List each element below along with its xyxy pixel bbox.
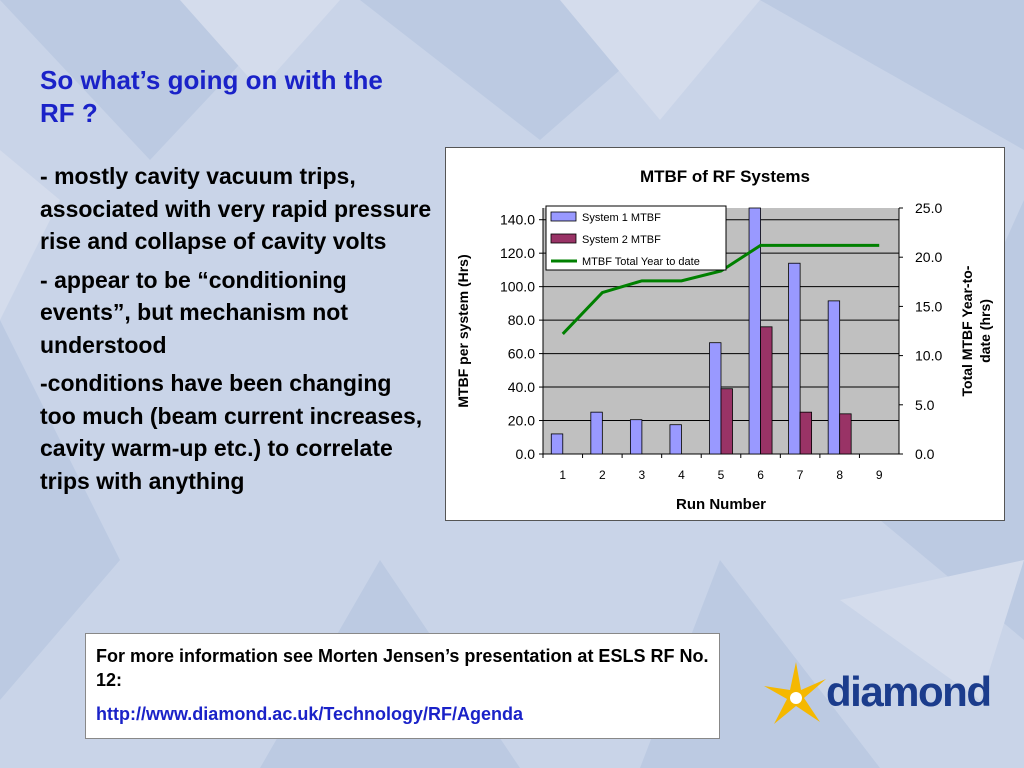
star-icon [764,662,826,724]
agenda-link[interactable]: http://www.diamond.ac.uk/Technology/RF/A… [96,704,524,724]
bullet-list: - mostly cavity vacuum trips, associated… [40,160,432,503]
y2-tick-label: 5.0 [915,397,935,413]
bar-system1 [788,262,801,455]
y-tick-label: 0.0 [516,446,536,462]
bullet-prefix: - [40,370,48,396]
y-tick-label: 140.0 [500,212,535,228]
y-tick-label: 100.0 [500,279,535,295]
x-tick-label: 5 [718,468,725,482]
bullet-prefix: - [40,163,55,189]
mtbf-chart: 0.020.040.060.080.0100.0120.0140.00.05.0… [455,167,993,513]
x-tick-label: 6 [757,468,764,482]
y-tick-label: 120.0 [500,245,535,261]
y-tick-label: 80.0 [508,312,535,328]
bar-system1 [827,300,841,455]
bullet-item: - mostly cavity vacuum trips, associated… [40,160,432,258]
y-tick-label: 40.0 [508,379,535,395]
bar-system1 [669,424,682,455]
logo-text: diamond [826,668,992,715]
x-tick-label: 7 [797,468,804,482]
bullet-text: mostly cavity vacuum trips, associated w… [40,163,432,254]
y2-axis-label-line1: Total MTBF Year-to- [959,265,975,396]
bar-system1 [709,342,722,455]
legend-swatch [550,233,577,244]
bar-system2 [720,388,733,455]
x-tick-label: 2 [599,468,606,482]
legend-label: System 1 MTBF [582,212,661,224]
chart-container: 0.0 20.0 40.0 60.0 80.0 100.0 120.0 140.0 0.0 5.0… [445,147,1005,521]
x-tick-label: 9 [876,468,883,482]
info-box: For more information see Morten Jensen’s… [85,633,720,739]
bullet-prefix: - [40,266,55,293]
y2-tick-label: 15.0 [915,298,942,314]
bullet-item: - appear to be “conditioning events”, bu… [40,264,432,362]
bar-system1 [590,411,603,455]
y-axis-label: MTBF per system (Hrs) [455,254,471,407]
bar-system1 [629,419,643,455]
bar-system2 [760,326,773,455]
info-text: For more information see Morten Jensen’s… [96,646,709,690]
bullet-text: conditions have been changing too much (… [40,370,423,494]
y-tick-label: 60.0 [508,346,535,362]
bar-system2 [799,411,813,455]
bullet-item: -conditions have been changing too much … [40,367,432,497]
x-tick-label: 1 [559,468,566,482]
legend-swatch [550,211,577,222]
bullet-text: appear to be “conditioning events”, but … [40,266,349,358]
slide-title: So what’s going on with the RF ? [40,65,383,128]
x-tick-label: 4 [678,468,685,482]
x-tick-label: 3 [639,468,646,482]
legend-label: MTBF Total Year to date [582,256,700,268]
legend-label: System 2 MTBF [582,234,661,246]
y2-axis-label-line2: date (hrs) [977,299,993,363]
y2-tick-label: 10.0 [915,348,942,364]
bar-system1 [550,433,564,455]
y2-tick-label: 25.0 [915,200,942,216]
x-tick-label: 8 [836,468,843,482]
y2-tick-label: 0.0 [915,446,935,462]
line-total-mtbf [561,243,880,335]
x-axis-label: Run Number [676,496,766,513]
diamond-logo: diamond [764,660,992,732]
chart-title: MTBF of RF Systems [640,167,810,186]
y2-tick-label: 20.0 [915,249,942,265]
y-tick-label: 20.0 [508,413,535,429]
bar-system2 [839,413,852,455]
